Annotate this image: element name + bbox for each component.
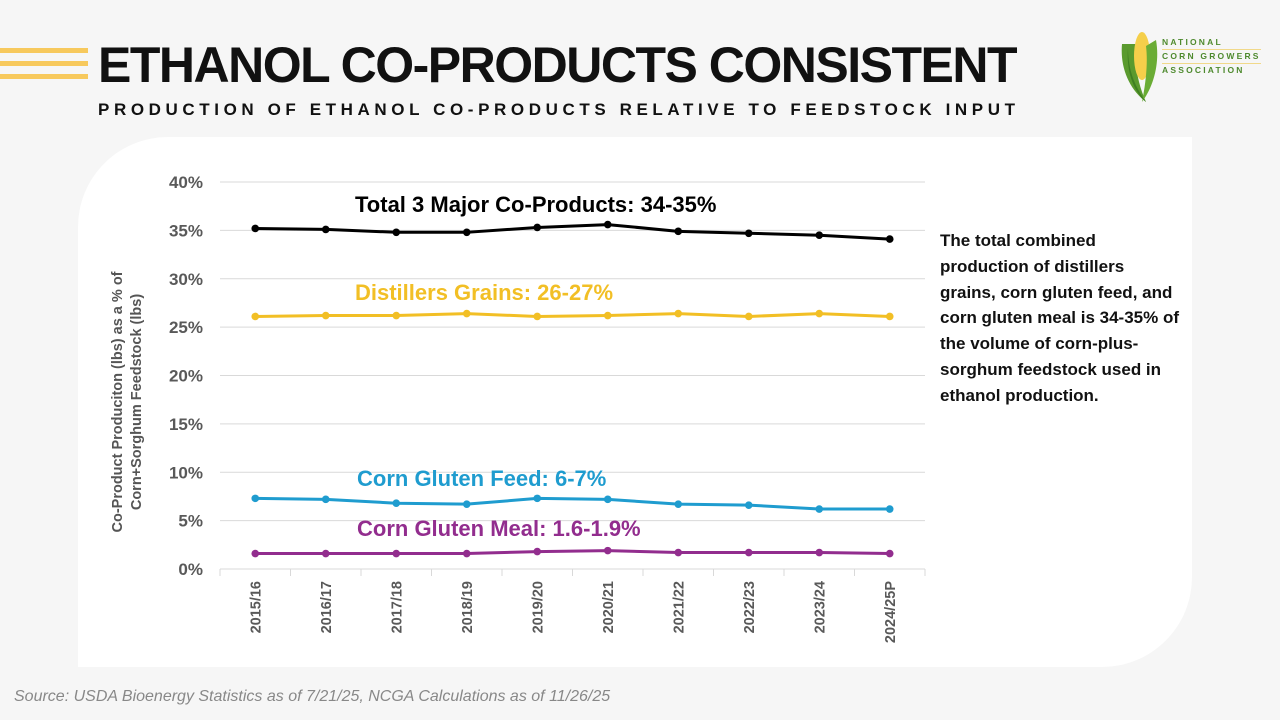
x-tick-label: 2023/24 <box>812 581 828 633</box>
series-lines <box>251 220 894 558</box>
data-point <box>251 494 260 503</box>
data-point <box>815 231 824 240</box>
data-point <box>744 229 753 238</box>
data-point <box>392 311 401 320</box>
y-tick-label: 20% <box>169 367 203 386</box>
series-label: Corn Gluten Feed: 6-7% <box>357 466 606 491</box>
y-tick-label: 35% <box>169 221 203 240</box>
data-point <box>674 309 683 318</box>
x-tick-label: 2024/25P <box>883 581 899 643</box>
data-point <box>251 312 260 321</box>
data-point <box>321 225 330 234</box>
accent-stripe <box>0 74 88 79</box>
series-line-1 <box>255 312 890 318</box>
y-tick-label: 25% <box>169 318 203 337</box>
data-point <box>533 312 542 321</box>
data-point <box>815 505 824 513</box>
data-point <box>462 549 471 558</box>
data-point <box>603 311 612 320</box>
x-tick-label: 2016/17 <box>319 581 335 633</box>
ncga-logo: NATIONAL CORN GROWERS ASSOCIATION <box>1116 26 1266 106</box>
accent-stripe <box>0 48 88 53</box>
source-citation: Source: USDA Bioenergy Statistics as of … <box>14 688 611 705</box>
y-tick-label: 10% <box>169 463 203 482</box>
series-label: Distillers Grains: 26-27% <box>355 280 613 305</box>
data-point <box>533 547 542 556</box>
series-label: Corn Gluten Meal: 1.6-1.9% <box>357 516 641 541</box>
x-tick-label: 2017/18 <box>389 581 405 633</box>
accent-stripe <box>0 61 88 66</box>
data-point <box>885 549 894 558</box>
x-tick-label: 2020/21 <box>601 581 617 633</box>
data-point <box>885 505 894 513</box>
data-point <box>674 500 683 508</box>
page-subtitle: PRODUCTION OF ETHANOL CO-PRODUCTS RELATI… <box>98 100 1020 119</box>
data-point <box>674 548 683 557</box>
data-point <box>533 223 542 232</box>
logo-text: NATIONAL CORN GROWERS ASSOCIATION <box>1162 37 1261 75</box>
data-point <box>815 548 824 557</box>
corn-cob-icon <box>1121 32 1158 102</box>
x-tick-label: 2015/16 <box>248 581 264 633</box>
y-tick-label: 5% <box>178 512 203 531</box>
series-labels: Total 3 Major Co-Products: 34-35% Distill… <box>355 192 716 541</box>
x-tick-label: 2019/20 <box>530 581 546 633</box>
y-tick-label: 40% <box>169 173 203 192</box>
data-point <box>392 499 401 508</box>
y-tick-label: 0% <box>178 560 203 579</box>
data-point <box>603 546 612 555</box>
data-point <box>744 501 753 509</box>
summary-note: The total combined production of distill… <box>940 231 1180 405</box>
data-point <box>392 228 401 237</box>
data-point <box>815 309 824 318</box>
series-label: Total 3 Major Co-Products: 34-35% <box>355 192 716 217</box>
y-tick-label: 30% <box>169 270 203 289</box>
series-line-2 <box>255 496 890 511</box>
x-tick-label: 2018/19 <box>460 581 476 633</box>
data-point <box>392 549 401 558</box>
x-tick-label: 2021/22 <box>671 581 687 633</box>
data-point <box>321 549 330 558</box>
data-point <box>885 312 894 321</box>
series-line-3 <box>255 549 890 556</box>
page-title: ETHANOL CO-PRODUCTS CONSISTENT <box>98 37 1018 93</box>
chart-card <box>78 137 1192 667</box>
data-point <box>462 228 471 237</box>
data-point <box>462 309 471 318</box>
data-point <box>885 235 894 243</box>
y-tick-label: 15% <box>169 415 203 434</box>
data-point <box>251 549 260 558</box>
data-point <box>321 495 330 504</box>
title-accent-stripes <box>0 48 88 87</box>
y-axis-label-line-2: Corn+Sorghum Feedstock (lbs) <box>129 294 145 510</box>
series-line-0 <box>255 223 890 241</box>
data-point <box>603 220 612 229</box>
data-point <box>321 311 330 320</box>
data-point <box>533 494 542 503</box>
data-point <box>462 500 471 508</box>
data-point <box>744 548 753 557</box>
y-axis-label-line-1: Co-Product Produciton (lbs) as a % of <box>110 271 126 532</box>
data-point <box>251 224 260 233</box>
data-point <box>744 312 753 321</box>
data-point <box>603 495 612 504</box>
data-point <box>674 227 683 236</box>
x-axis-ticks: 2015/16 2016/17 2017/18 2018/19 2019/20 2020/… <box>219 569 926 643</box>
y-axis-ticks: 0% 5% 10% 15% 20% 25% 30% 35% 40% <box>169 173 203 579</box>
x-tick-label: 2022/23 <box>742 581 758 633</box>
